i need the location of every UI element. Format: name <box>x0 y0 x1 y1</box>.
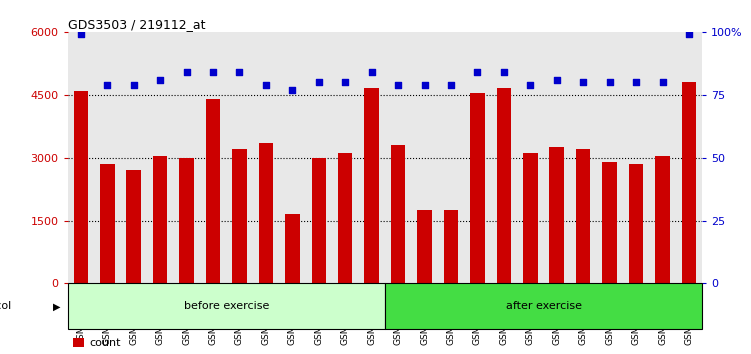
Bar <box>147 32 173 284</box>
Text: GDS3503 / 219112_at: GDS3503 / 219112_at <box>68 18 205 31</box>
Bar <box>676 32 702 284</box>
Bar <box>358 32 385 284</box>
Bar <box>68 32 94 284</box>
Bar <box>470 93 484 284</box>
Point <box>366 69 378 75</box>
Bar <box>629 164 644 284</box>
Bar <box>173 32 200 284</box>
Bar <box>544 32 570 284</box>
Bar <box>279 32 306 284</box>
Bar <box>412 32 438 284</box>
Text: before exercise: before exercise <box>183 301 269 312</box>
Bar <box>74 91 88 284</box>
Bar <box>100 164 114 284</box>
Bar <box>179 158 194 284</box>
Point <box>312 79 324 85</box>
Bar <box>68 284 385 329</box>
Bar <box>252 32 279 284</box>
Point <box>550 77 562 82</box>
Point <box>286 87 298 92</box>
Point <box>418 82 430 87</box>
Bar <box>338 154 352 284</box>
Point <box>472 69 484 75</box>
Bar <box>306 32 332 284</box>
Point <box>604 79 616 85</box>
Bar <box>650 32 676 284</box>
Point <box>392 82 404 87</box>
Bar <box>656 155 670 284</box>
Point <box>445 82 457 87</box>
Bar <box>490 32 517 284</box>
Point <box>101 82 113 87</box>
Text: ▶: ▶ <box>53 301 60 312</box>
Legend: count, percentile rank within the sample: count, percentile rank within the sample <box>73 338 278 354</box>
Bar <box>602 162 617 284</box>
Bar <box>153 155 167 284</box>
Bar <box>232 149 247 284</box>
Bar <box>312 158 326 284</box>
Bar <box>496 88 511 284</box>
Bar <box>126 170 141 284</box>
Bar <box>200 32 226 284</box>
Bar <box>517 32 544 284</box>
Bar <box>385 32 412 284</box>
Point <box>630 79 642 85</box>
Bar <box>444 210 458 284</box>
Bar <box>576 149 590 284</box>
Bar <box>438 32 464 284</box>
Text: after exercise: after exercise <box>505 301 581 312</box>
Bar <box>385 284 702 329</box>
Bar <box>364 88 379 284</box>
Bar <box>391 145 406 284</box>
Bar <box>523 154 538 284</box>
Point <box>75 32 87 37</box>
Bar <box>464 32 490 284</box>
Bar <box>258 143 273 284</box>
Bar <box>596 32 623 284</box>
Point <box>234 69 246 75</box>
Bar <box>623 32 650 284</box>
Point <box>683 32 695 37</box>
Bar <box>550 147 564 284</box>
Bar <box>94 32 120 284</box>
Point <box>260 82 272 87</box>
Point <box>578 79 590 85</box>
Point <box>656 79 668 85</box>
Point <box>207 69 219 75</box>
Bar <box>226 32 252 284</box>
Bar <box>120 32 147 284</box>
Bar <box>332 32 358 284</box>
Text: protocol: protocol <box>0 301 11 312</box>
Point <box>154 77 166 82</box>
Point <box>498 69 510 75</box>
Bar <box>206 99 220 284</box>
Bar <box>285 214 300 284</box>
Point <box>128 82 140 87</box>
Point <box>524 82 536 87</box>
Point <box>339 79 351 85</box>
Point <box>180 69 192 75</box>
Bar <box>418 210 432 284</box>
Bar <box>682 82 696 284</box>
Bar <box>570 32 596 284</box>
